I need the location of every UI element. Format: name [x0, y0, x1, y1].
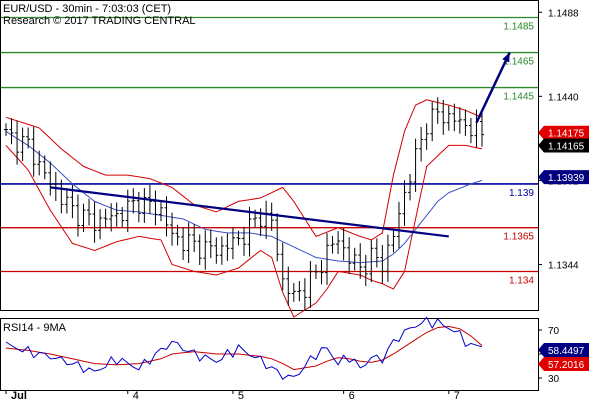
- rsi-y-tick-label: 30: [548, 374, 560, 385]
- bollinger-lower-line: [5, 144, 483, 318]
- level-label: 1.1445: [503, 92, 534, 103]
- x-tick-label: 7: [454, 390, 460, 400]
- forecast-arrow-head: [502, 52, 510, 63]
- badge-text: 1.13939: [548, 173, 585, 184]
- badge-bg: [538, 343, 589, 357]
- bollinger-upper-line: [5, 99, 483, 241]
- level-label: 1.1485: [503, 22, 534, 33]
- rsi-panel-frame: [0, 318, 539, 391]
- y-tick-label: 1.1344: [548, 260, 579, 271]
- rsi-badge-red: 57.2016: [538, 357, 589, 371]
- rsi-line: [5, 316, 483, 381]
- price-badge-red: 1.14175: [538, 125, 589, 140]
- price-badge-black: 1.14165: [538, 138, 589, 153]
- forecast-arrow: [475, 52, 511, 124]
- badge-bg: [538, 170, 589, 185]
- rsi-badge-navy: 58.4497: [538, 343, 589, 357]
- copyright-text: Research © 2017 TRADING CENTRAL: [3, 15, 196, 27]
- rsi-y-tick-label: 70: [548, 326, 560, 337]
- rsi-title: RSI14 - 9MA: [3, 322, 67, 334]
- badge-text: 58.4497: [548, 346, 585, 357]
- candles: [4, 97, 484, 310]
- chart-title: EUR/USD - 30min - 7:03:03 (CET): [3, 3, 171, 15]
- level-label: 1.1365: [503, 232, 534, 243]
- rsi-panel: Jul 4 5 6 7 70 30 58.4497 57.2016: [0, 316, 589, 400]
- trendline: [50, 186, 449, 238]
- x-tick-label: 5: [238, 390, 244, 400]
- rsi-ma-line: [5, 325, 483, 371]
- level-label: 1.1465: [503, 57, 534, 68]
- x-tick-label: Jul: [11, 390, 27, 400]
- y-tick-label: 1.1488: [548, 8, 579, 19]
- y-tick-label: 1.1440: [548, 92, 579, 103]
- x-tick-label: 4: [133, 390, 139, 400]
- price-panel-frame: [0, 0, 539, 311]
- level-label: 1.139: [509, 188, 534, 199]
- price-badge-navy: 1.13939: [538, 170, 589, 185]
- price-panel: 1.14881.14401.13921.13441.14851.14651.14…: [0, 0, 589, 318]
- badge-text: 1.14175: [548, 129, 585, 140]
- x-tick-label: 6: [349, 390, 355, 400]
- badge-text: 57.2016: [548, 360, 585, 371]
- badge-text: 1.14165: [548, 141, 585, 152]
- badge-bg: [538, 125, 589, 140]
- badge-bg: [538, 357, 589, 371]
- level-label: 1.134: [509, 275, 534, 286]
- badge-bg: [538, 138, 589, 153]
